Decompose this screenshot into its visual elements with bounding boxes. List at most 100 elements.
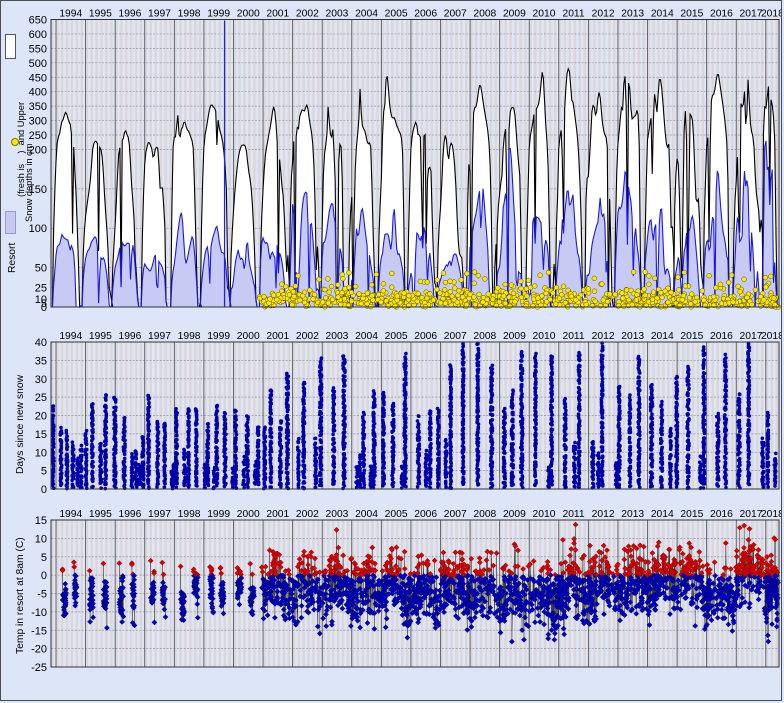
svg-text:2016: 2016	[710, 331, 733, 342]
svg-text:2014: 2014	[651, 509, 674, 520]
svg-text:1997: 1997	[148, 9, 171, 20]
svg-text:40: 40	[35, 337, 47, 349]
svg-text:2012: 2012	[592, 509, 615, 520]
svg-text:2003: 2003	[325, 509, 348, 520]
svg-text:2010: 2010	[533, 509, 556, 520]
svg-text:2005: 2005	[385, 509, 408, 520]
svg-text:2015: 2015	[680, 9, 703, 20]
svg-text:1998: 1998	[178, 509, 201, 520]
svg-text:350: 350	[29, 101, 47, 113]
svg-text:1994: 1994	[59, 509, 82, 520]
svg-text:2010: 2010	[533, 331, 556, 342]
svg-text:2006: 2006	[414, 331, 437, 342]
svg-text:250: 250	[29, 130, 47, 142]
svg-text:1999: 1999	[207, 9, 230, 20]
svg-text:0: 0	[41, 302, 47, 314]
svg-text:1995: 1995	[89, 509, 112, 520]
svg-text:2012: 2012	[592, 9, 615, 20]
svg-text:2001: 2001	[266, 331, 289, 342]
svg-text:400: 400	[29, 87, 47, 99]
svg-text:2000: 2000	[237, 9, 260, 20]
svg-text:2003: 2003	[325, 9, 348, 20]
svg-text:2014: 2014	[651, 9, 674, 20]
svg-text:2000: 2000	[237, 331, 260, 342]
svg-text:2007: 2007	[444, 331, 467, 342]
svg-text:2006: 2006	[414, 9, 437, 20]
svg-text:600: 600	[29, 29, 47, 41]
svg-text:2002: 2002	[296, 331, 319, 342]
svg-text:100: 100	[29, 223, 47, 235]
svg-text:2011: 2011	[562, 9, 584, 20]
svg-text:2002: 2002	[296, 509, 319, 520]
svg-text:2017: 2017	[740, 509, 763, 520]
svg-text:10: 10	[35, 447, 47, 459]
svg-text:2013: 2013	[621, 331, 644, 342]
svg-text:2016: 2016	[710, 509, 733, 520]
svg-text:1996: 1996	[118, 331, 141, 342]
svg-text:-25: -25	[31, 662, 47, 674]
svg-text:2008: 2008	[473, 9, 496, 20]
svg-text:1998: 1998	[178, 9, 201, 20]
svg-text:35: 35	[35, 355, 47, 367]
svg-text:-15: -15	[31, 625, 47, 637]
svg-text:0: 0	[41, 570, 47, 582]
svg-text:2011: 2011	[562, 509, 584, 520]
svg-text:2005: 2005	[385, 331, 408, 342]
svg-text:1999: 1999	[207, 509, 230, 520]
svg-text:-20: -20	[31, 644, 47, 656]
svg-text:2000: 2000	[237, 509, 260, 520]
svg-text:2014: 2014	[651, 331, 674, 342]
svg-text:1997: 1997	[148, 331, 171, 342]
svg-text:650: 650	[29, 15, 47, 27]
svg-text:2008: 2008	[473, 509, 496, 520]
svg-text:300: 300	[29, 116, 47, 128]
svg-text:15: 15	[35, 515, 47, 527]
svg-text:550: 550	[29, 43, 47, 55]
svg-text:2010: 2010	[533, 9, 556, 20]
svg-text:2006: 2006	[414, 509, 437, 520]
svg-text:2017: 2017	[740, 331, 763, 342]
svg-text:1996: 1996	[118, 509, 141, 520]
svg-text:2016: 2016	[710, 9, 733, 20]
svg-text:2009: 2009	[503, 331, 526, 342]
svg-text:10: 10	[35, 533, 47, 545]
svg-text:2005: 2005	[385, 9, 408, 20]
svg-text:500: 500	[29, 58, 47, 70]
svg-text:1999: 1999	[207, 331, 230, 342]
svg-text:2013: 2013	[621, 9, 644, 20]
svg-text:2001: 2001	[266, 9, 289, 20]
svg-text:2007: 2007	[444, 509, 467, 520]
svg-text:1994: 1994	[59, 331, 82, 342]
svg-text:2013: 2013	[621, 509, 644, 520]
svg-text:2004: 2004	[355, 331, 378, 342]
svg-text:2015: 2015	[680, 509, 703, 520]
svg-text:1995: 1995	[89, 9, 112, 20]
svg-text:2012: 2012	[592, 331, 615, 342]
svg-text:50: 50	[35, 263, 47, 275]
svg-text:2003: 2003	[325, 331, 348, 342]
svg-text:2015: 2015	[680, 331, 703, 342]
svg-text:1994: 1994	[59, 9, 82, 20]
svg-text:2018: 2018	[761, 509, 782, 520]
svg-text:2004: 2004	[355, 509, 378, 520]
svg-text:1996: 1996	[118, 9, 141, 20]
svg-text:2007: 2007	[444, 9, 467, 20]
svg-text:-5: -5	[37, 589, 47, 601]
svg-text:15: 15	[35, 429, 47, 441]
svg-text:5: 5	[41, 552, 47, 564]
svg-text:20: 20	[35, 411, 47, 423]
svg-text:1995: 1995	[89, 331, 112, 342]
svg-text:450: 450	[29, 72, 47, 84]
svg-text:2002: 2002	[296, 9, 319, 20]
svg-text:5: 5	[41, 466, 47, 478]
svg-text:30: 30	[35, 374, 47, 386]
svg-text:25: 25	[35, 392, 47, 404]
svg-text:2004: 2004	[355, 9, 378, 20]
svg-text:1997: 1997	[148, 509, 171, 520]
svg-text:25: 25	[35, 282, 47, 294]
svg-text:2011: 2011	[562, 331, 584, 342]
svg-text:2018: 2018	[761, 9, 782, 20]
svg-text:0: 0	[41, 484, 47, 496]
svg-text:-10: -10	[31, 607, 47, 619]
svg-text:1998: 1998	[178, 331, 201, 342]
